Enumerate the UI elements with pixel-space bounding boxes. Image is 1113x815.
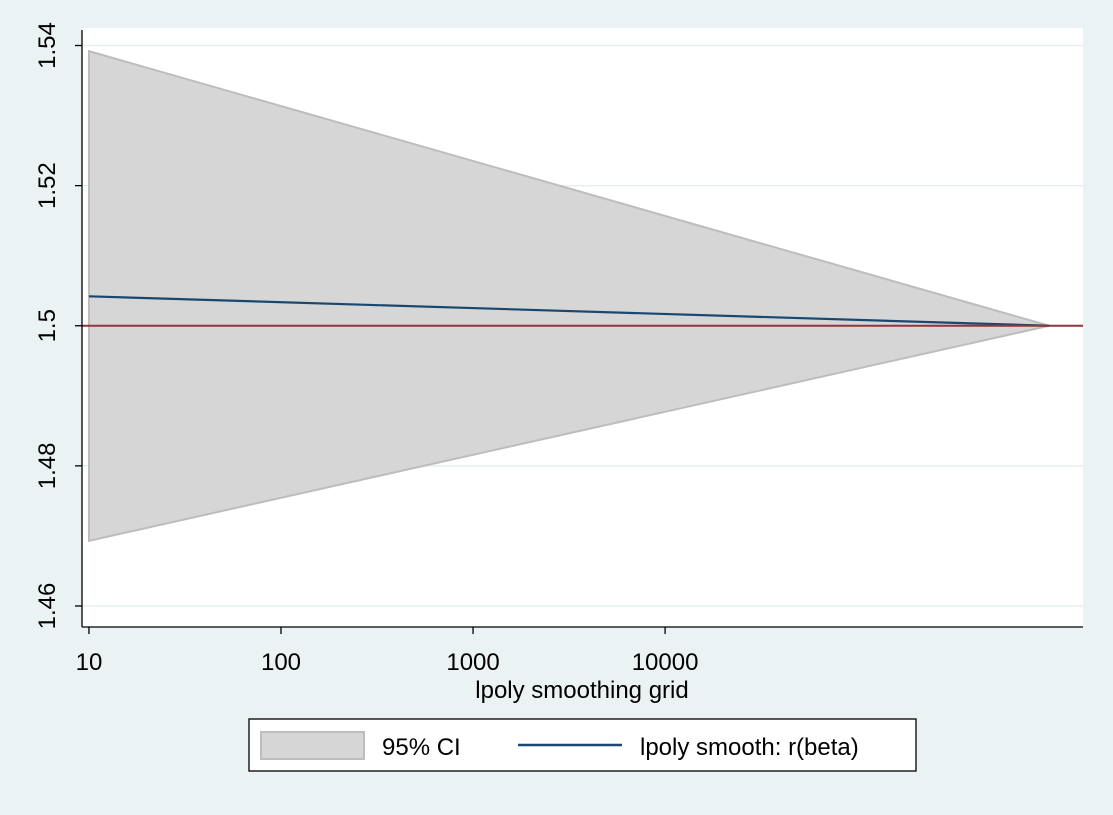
y-tick-label: 1.5 <box>34 309 61 342</box>
smooth-line <box>88 295 1050 327</box>
y-tick-label: 1.54 <box>34 22 61 69</box>
x-tick-label: 100 <box>261 649 301 676</box>
ci-band <box>87 49 1050 543</box>
legend: 95% CI lpoly smooth: r(beta) <box>248 718 917 772</box>
y-tick-label: 1.52 <box>34 162 61 209</box>
legend-label-ci: 95% CI <box>382 734 461 761</box>
x-axis-ticks: 10 100 1000 10000 <box>76 627 699 676</box>
legend-swatch-ci <box>260 731 365 760</box>
axes <box>81 30 1083 628</box>
x-axis-title: lpoly smoothing grid <box>475 677 688 704</box>
x-tick-label: 10000 <box>632 649 699 676</box>
ci-band-layer <box>87 49 1050 543</box>
y-axis-ticks: 1.46 1.48 1.5 1.52 1.54 <box>34 22 82 629</box>
x-tick-label: 1000 <box>446 649 499 676</box>
y-tick-label: 1.48 <box>34 443 61 490</box>
y-tick-label: 1.46 <box>34 583 61 630</box>
series-line-layer <box>82 295 1083 327</box>
x-tick-label: 10 <box>76 649 103 676</box>
legend-label-smooth: lpoly smooth: r(beta) <box>640 734 859 761</box>
